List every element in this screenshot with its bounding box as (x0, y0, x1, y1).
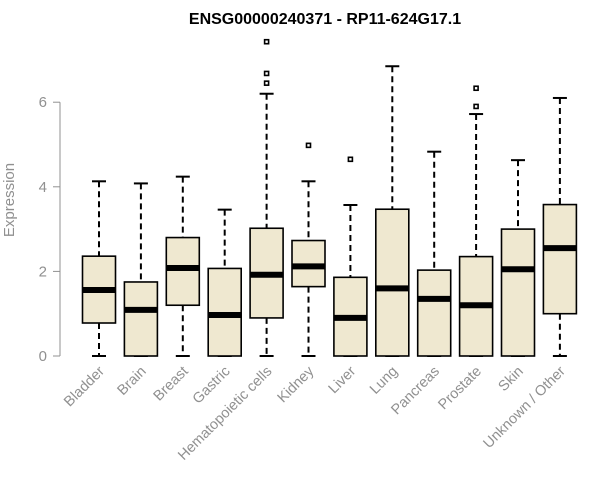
outlier-point (347, 156, 354, 163)
x-tick-label: Lung (367, 364, 401, 398)
box (500, 228, 536, 357)
box-group-skin (500, 159, 536, 357)
x-tick-label: Skin (496, 364, 527, 395)
outlier-point (473, 85, 479, 92)
box (542, 203, 578, 315)
x-tick-label: Liver (326, 363, 360, 397)
box-group-brain (123, 182, 159, 357)
box-group-liver (333, 156, 368, 357)
outlier-point (473, 103, 479, 110)
outlier-point (263, 80, 270, 86)
box-group-kidney (291, 142, 326, 357)
outlier-point (263, 70, 270, 77)
box (416, 269, 452, 357)
box-group-pancreas (416, 150, 452, 357)
box-group-hematopoietic-cells (249, 38, 284, 357)
y-tick-label: 6 (39, 94, 47, 111)
box (165, 236, 201, 307)
box-group-lung (374, 65, 410, 357)
boxes-layer (81, 38, 578, 357)
chart-title: ENSG00000240371 - RP11-624G17.1 (189, 11, 461, 28)
outlier-point (263, 38, 270, 45)
box-group-gastric (207, 208, 242, 357)
x-tick-label: Kidney (275, 363, 318, 406)
x-tick-label: Brain (114, 364, 149, 399)
x-tick-label: Bladder (61, 363, 108, 410)
box (123, 281, 159, 357)
box-group-breast (165, 175, 201, 357)
y-tick-label: 2 (39, 263, 47, 280)
y-tick-label: 0 (39, 348, 47, 365)
x-tick-label: Prostate (435, 364, 484, 413)
y-tick-label: 4 (39, 179, 47, 196)
box-group-prostate (458, 85, 494, 357)
outlier-point (305, 142, 312, 149)
y-axis: 0 2 4 6 (39, 94, 61, 365)
box-group-bladder (81, 180, 117, 357)
x-tick-label: Breast (151, 364, 192, 405)
box-group-unknown-other (542, 96, 578, 357)
box (374, 208, 410, 357)
y-axis-label: Expression (1, 163, 18, 237)
